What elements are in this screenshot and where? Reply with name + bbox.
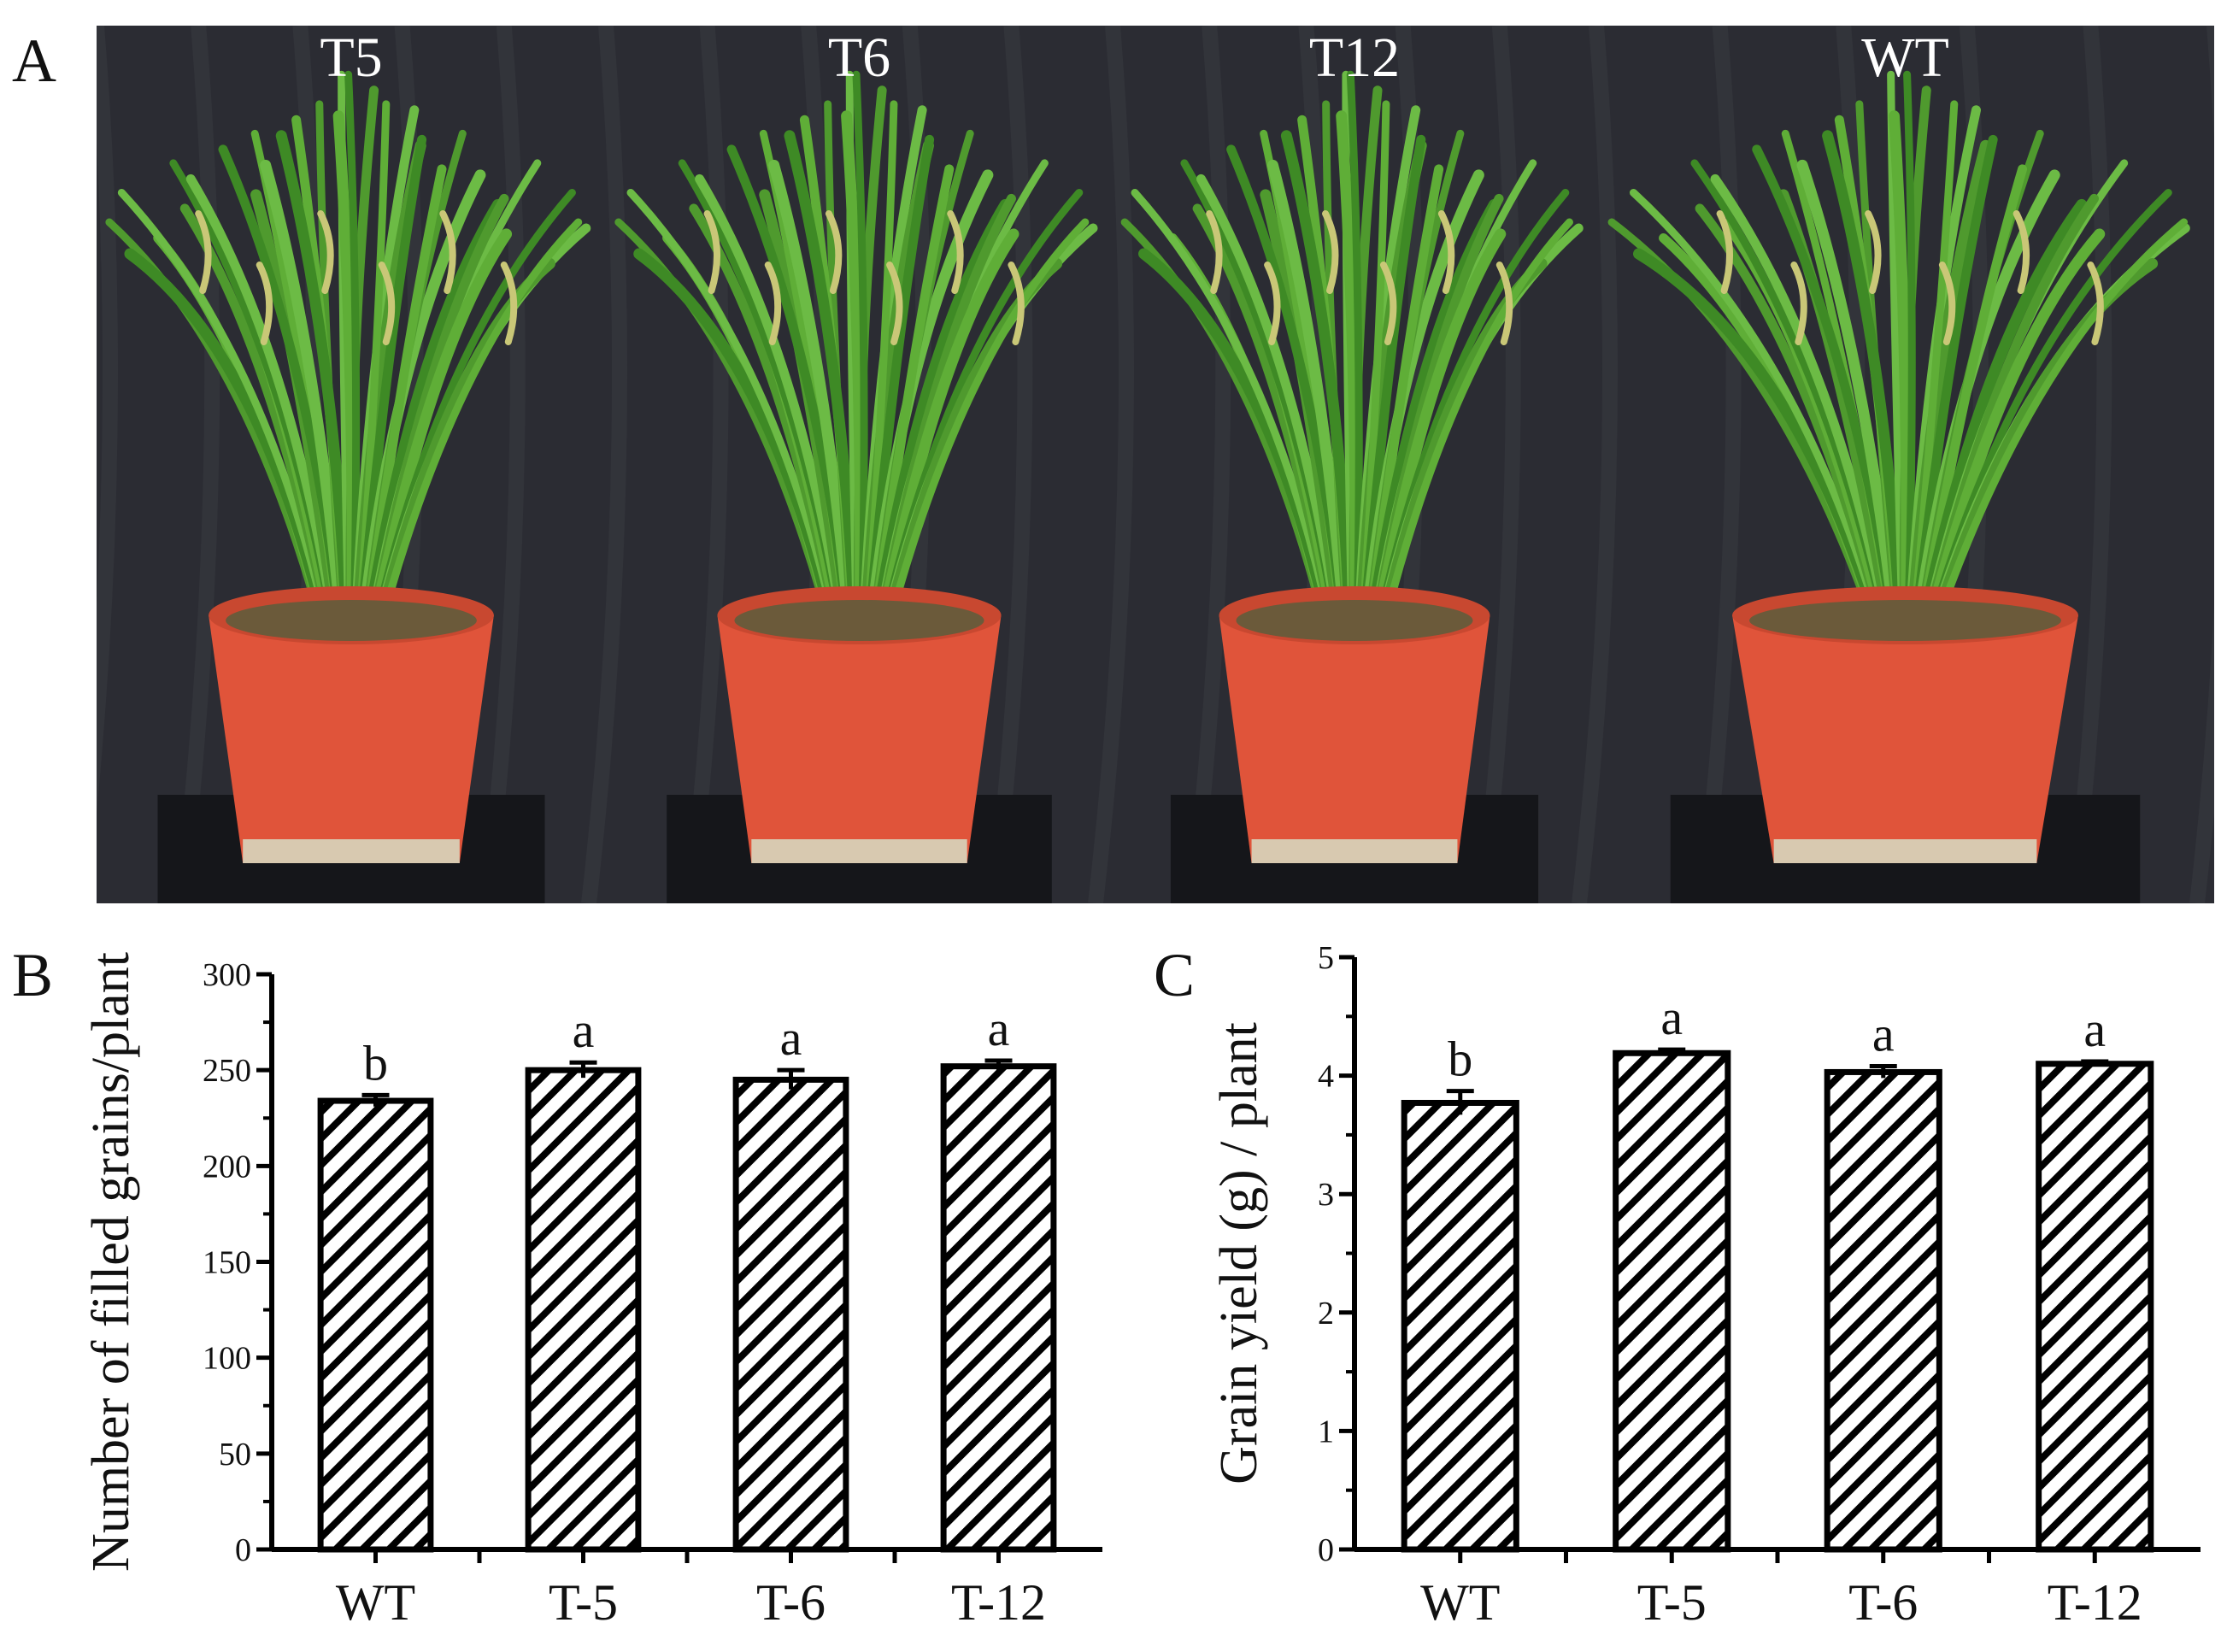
y-tick-label: 0 <box>235 1532 251 1568</box>
bar <box>2036 1061 2154 1553</box>
plant-photo: T12 <box>1113 26 1596 903</box>
panel-letter-b: B <box>12 941 54 1009</box>
category-label: T-6 <box>1848 1574 1918 1631</box>
y-tick-label: 250 <box>203 1053 251 1089</box>
y-tick-label: 4 <box>1318 1059 1334 1095</box>
y-tick-label: 50 <box>219 1437 251 1473</box>
photo-label: T6 <box>827 26 891 89</box>
plant-photo: WT <box>1596 26 2214 903</box>
rice-plant <box>614 70 1098 647</box>
y-tick-label: 2 <box>1318 1296 1334 1332</box>
category-label: T-6 <box>756 1574 826 1631</box>
pot <box>717 586 1002 863</box>
category-label: T-12 <box>951 1574 1046 1631</box>
category-label: T-5 <box>549 1574 618 1631</box>
significance-label: a <box>1660 990 1683 1045</box>
y-tick-label: 1 <box>1318 1414 1334 1449</box>
chart-filled-grains: 0 50 100 150 200 250 300 Number of filled grain… <box>82 952 1102 1631</box>
pot <box>209 586 494 863</box>
bar <box>940 1063 1057 1553</box>
significance-label: a <box>2083 1002 2106 1057</box>
bar <box>732 1076 849 1553</box>
photo-label: T12 <box>1308 26 1401 89</box>
y-tick-label: 100 <box>203 1341 251 1377</box>
y-tick-label: 0 <box>1318 1532 1334 1568</box>
y-tick-label: 5 <box>1318 940 1334 976</box>
pot <box>1732 586 2078 863</box>
rice-plant <box>105 70 591 647</box>
chart-grain-yield: 0 1 2 3 4 5 Grain yield (g) / plant b WT a T-5 a T-6… <box>1210 940 2201 1631</box>
rice-plant <box>1607 70 2190 647</box>
category-label: WT <box>336 1574 415 1631</box>
bar <box>525 1067 642 1553</box>
photo-label: T5 <box>320 26 383 89</box>
significance-label: a <box>780 1010 802 1066</box>
rice-plant <box>1120 70 1584 647</box>
significance-label: b <box>363 1035 388 1091</box>
category-label: T-5 <box>1637 1574 1707 1631</box>
plant-photo-strip: T5 T6 T12 WT <box>97 26 2214 903</box>
category-label: T-12 <box>2048 1574 2142 1631</box>
y-axis-label: Grain yield (g) / plant <box>1210 1022 1268 1484</box>
bar <box>317 1097 434 1553</box>
significance-label: b <box>1448 1032 1472 1087</box>
photo-label: WT <box>1861 26 1949 89</box>
pot <box>1219 586 1490 863</box>
significance-label: a <box>988 1001 1010 1056</box>
y-tick-label: 3 <box>1318 1177 1334 1213</box>
plant-photo: T6 <box>606 26 1113 903</box>
significance-label: a <box>573 1002 595 1058</box>
bar <box>1613 1049 1731 1553</box>
y-tick-label: 150 <box>203 1245 251 1281</box>
category-label: WT <box>1420 1574 1500 1631</box>
panel-letter-c: C <box>1154 941 1196 1009</box>
y-tick-label: 300 <box>203 957 251 993</box>
bar <box>1401 1099 1519 1553</box>
panel-letter-a: A <box>12 26 56 95</box>
y-tick-label: 200 <box>203 1149 251 1185</box>
significance-label: a <box>1872 1007 1895 1062</box>
bar <box>1824 1068 1942 1553</box>
y-axis-label: Number of filled grains/plant <box>82 952 140 1572</box>
plant-photo: T5 <box>97 26 606 903</box>
